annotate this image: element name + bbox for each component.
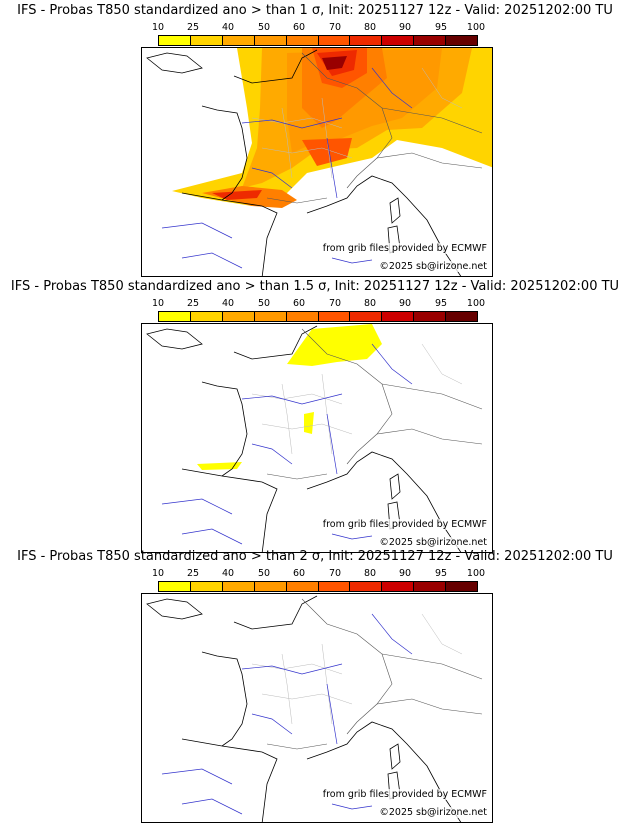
map-frame: from grib files provided by ECMWF ©2025 …: [141, 47, 493, 277]
colorbar-tick: 80: [363, 298, 377, 309]
colorbar-tick-labels: 10 25 40 50 60 70 80 90 95 100: [152, 298, 485, 310]
colorbar-tick: 40: [221, 22, 235, 33]
map-canvas: [146, 48, 492, 276]
colorbar-segment: [350, 312, 383, 321]
colorbar-tick: 95: [434, 568, 448, 579]
copyright-credit: ©2025 sb@irizone.net: [378, 261, 488, 272]
colorbar-segment: [414, 36, 447, 45]
colorbar-segment: [382, 312, 415, 321]
copyright-credit: ©2025 sb@irizone.net: [378, 537, 488, 548]
colorbar-tick: 60: [292, 568, 306, 579]
colorbar-tick: 50: [257, 568, 271, 579]
source-credit: from grib files provided by ECMWF: [321, 789, 488, 800]
colorbar-tick: 25: [186, 568, 200, 579]
colorbar-tick: 10: [151, 22, 165, 33]
rivers: [161, 613, 413, 815]
colorbar-segment: [190, 36, 223, 45]
country-borders: [266, 52, 483, 204]
map-panel-1: IFS - Probas T850 standardized ano > tha…: [0, 0, 630, 277]
colorbar-tick: 40: [221, 298, 235, 309]
colorbar-tick: 100: [466, 568, 486, 579]
colorbar-segment: [318, 312, 351, 321]
colorbar-segment: [446, 312, 478, 321]
colorbar-segment: [159, 582, 191, 591]
colorbar-tick-labels: 10 25 40 50 60 70 80 90 95 100: [152, 22, 485, 34]
colorbar-segment: [382, 582, 415, 591]
map-canvas: [146, 324, 483, 552]
colorbar-tick: 40: [221, 568, 235, 579]
colorbar: [158, 581, 478, 592]
colorbar-segment: [159, 312, 191, 321]
colorbar-segment: [222, 582, 255, 591]
colorbar-tick-labels: 10 25 40 50 60 70 80 90 95 100: [152, 568, 485, 580]
colorbar-tick: 10: [151, 298, 165, 309]
colorbar-tick: 50: [257, 298, 271, 309]
colorbar-tick: 95: [434, 298, 448, 309]
colorbar-segment: [254, 312, 287, 321]
colorbar-tick: 80: [363, 22, 377, 33]
colorbar-tick: 10: [151, 568, 165, 579]
rivers: [161, 343, 413, 545]
source-credit: from grib files provided by ECMWF: [321, 519, 488, 530]
map-panel-3: IFS - Probas T850 standardized ano > tha…: [0, 546, 630, 823]
colorbar-tick: 90: [398, 568, 412, 579]
colorbar-tick: 70: [328, 298, 342, 309]
copyright-credit: ©2025 sb@irizone.net: [378, 807, 488, 818]
colorbar-segment: [286, 312, 319, 321]
panel-title: IFS - Probas T850 standardized ano > tha…: [17, 549, 613, 564]
colorbar-tick: 90: [398, 298, 412, 309]
colorbar-tick: 80: [363, 568, 377, 579]
colorbar-tick: 50: [257, 22, 271, 33]
colorbar-segment: [286, 582, 319, 591]
colorbar-segment: [222, 312, 255, 321]
colorbar-segment: [350, 582, 383, 591]
colorbar-segment: [254, 36, 287, 45]
panel-title: IFS - Probas T850 standardized ano > tha…: [10, 279, 620, 294]
colorbar: [158, 35, 478, 46]
colorbar-segment: [190, 582, 223, 591]
probability-shading: [172, 48, 492, 208]
colorbar-segment: [318, 582, 351, 591]
map-panel-2: IFS - Probas T850 standardized ano > tha…: [0, 276, 630, 553]
colorbar-tick: 25: [186, 298, 200, 309]
colorbar-segment: [414, 312, 447, 321]
colorbar-segment: [350, 36, 383, 45]
colorbar-segment: [414, 582, 447, 591]
regional-borders: [251, 67, 463, 179]
source-credit: from grib files provided by ECMWF: [321, 243, 488, 254]
country-borders: [266, 598, 483, 750]
country-borders: [266, 328, 483, 480]
colorbar-tick: 90: [398, 22, 412, 33]
colorbar-tick: 100: [466, 298, 486, 309]
colorbar-tick: 100: [466, 22, 486, 33]
map-canvas: [146, 595, 483, 822]
colorbar-segment: [446, 36, 478, 45]
colorbar-segment: [286, 36, 319, 45]
colorbar-segment: [222, 36, 255, 45]
colorbar-tick: 95: [434, 22, 448, 33]
map-frame: from grib files provided by ECMWF ©2025 …: [141, 323, 493, 553]
colorbar: [158, 311, 478, 322]
rivers: [161, 67, 413, 269]
colorbar-segment: [254, 582, 287, 591]
coastlines: [146, 595, 462, 822]
panel-title: IFS - Probas T850 standardized ano > tha…: [17, 3, 613, 18]
colorbar-tick: 70: [328, 568, 342, 579]
colorbar-tick: 70: [328, 22, 342, 33]
colorbar-segment: [318, 36, 351, 45]
probability-shading: [197, 324, 382, 470]
colorbar-segment: [159, 36, 191, 45]
colorbar-tick: 25: [186, 22, 200, 33]
map-frame: from grib files provided by ECMWF ©2025 …: [141, 593, 493, 823]
colorbar-tick: 60: [292, 22, 306, 33]
colorbar-segment: [190, 312, 223, 321]
colorbar-segment: [382, 36, 415, 45]
colorbar-tick: 60: [292, 298, 306, 309]
colorbar-segment: [446, 582, 478, 591]
